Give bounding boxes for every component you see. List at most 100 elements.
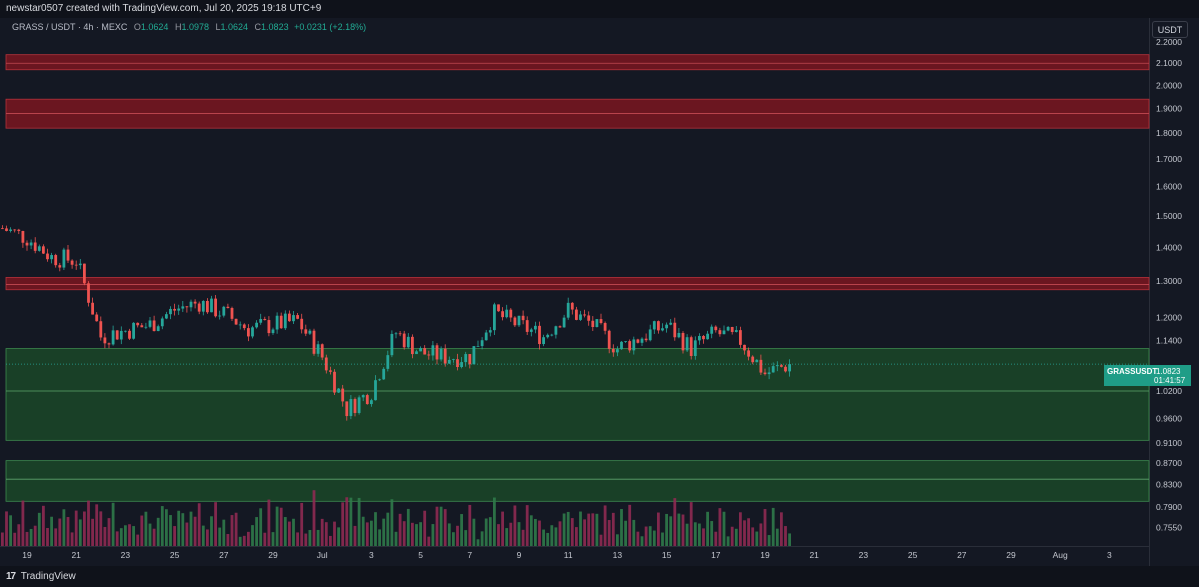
volume-bar [50,516,53,546]
candle-body [296,315,299,319]
resistance-zone-0 [5,54,1150,71]
candle-body [238,324,242,326]
candle-body [706,333,709,340]
volume-bar [70,532,74,546]
volume-bar [312,490,316,546]
candle-body [558,326,562,328]
volume-bar [214,502,217,546]
volume-bar [13,532,17,546]
y-tick-label: 1.7000 [1156,154,1182,164]
volume-bar [337,527,340,546]
volume-bar [324,522,328,546]
volume-bar [91,518,94,546]
volume-bar [784,526,787,546]
candle-body [103,337,107,344]
volume-bar [521,529,525,546]
candle-body [292,315,295,322]
candle-body [275,315,279,330]
volume-bar [534,518,537,546]
volume-bar [419,522,422,546]
candle-body [349,399,353,417]
x-tick-label: Jul [317,550,328,560]
y-tick-label: 0.8700 [1156,458,1182,468]
change-value: +0.0231 (+2.18%) [294,22,367,32]
candle-body [415,351,418,355]
volume-bar [529,515,533,546]
volume-bar [517,522,521,546]
candle-body [128,330,131,339]
candle-body [591,320,595,328]
volume-bar [439,506,443,546]
volume-bar [447,523,451,546]
volume-bar [751,527,755,546]
volume-bar [304,533,308,546]
candle-body [226,306,230,309]
volume-bar [739,512,742,546]
volume-bar [259,508,263,546]
candle-body [497,304,500,312]
volume-bar [169,515,172,546]
tradingview-logo-icon[interactable]: 17 [6,571,16,582]
volume-bar [702,528,705,546]
candle-body [300,318,304,330]
volume-bar [74,510,78,546]
volume-bar [357,497,361,546]
volume-bar [361,516,365,546]
candle-body [632,339,636,351]
volume-bar [771,507,775,546]
volume-bar [538,520,541,546]
candle-body [734,330,738,332]
volume-bar [583,519,586,546]
volume-bar [788,533,791,546]
candle-body [714,326,718,331]
currency-button[interactable]: USDT [1152,21,1188,38]
candle-body [312,330,316,354]
volume-bar [218,527,222,546]
candle-body [452,359,455,361]
high-label: H [174,22,182,32]
candle-body [160,318,164,327]
volume-bar [423,510,427,546]
x-tick-label: 3 [1107,550,1112,560]
candle-body [767,372,771,375]
volume-bar [144,511,148,546]
volume-bar [685,523,689,546]
candle-body [304,329,308,334]
volume-bar [460,514,463,546]
candle-body [603,323,607,331]
candle-body [218,315,222,317]
volume-bar [320,518,324,546]
candle-body [21,230,25,243]
volume-bar [546,532,550,546]
candle-body [780,365,783,367]
volume-bar [759,523,763,546]
volume-bar [726,536,730,546]
volume-bar [566,511,570,546]
volume-bar [747,518,750,546]
candle-body [345,401,349,417]
candle-body [181,306,185,309]
candle-body [726,326,730,331]
volume-bar [62,509,66,546]
candle-body [382,368,386,380]
volume-bar [595,513,599,546]
candle-body [521,315,525,321]
volume-bar [693,522,697,546]
candle-body [538,325,541,345]
volume-bar [431,524,435,546]
volume-bar [599,534,603,546]
candle-body [263,318,267,321]
price-chart[interactable]: 2.2000 2.1000 2.0000 1.9000 1.8000 1.7000 1.60… [0,18,1199,566]
volume-bar [755,531,759,546]
candle-body [66,249,70,261]
candle-body [702,335,705,340]
volume-bar [279,507,283,546]
candle-body [140,325,144,328]
footer-brand[interactable]: TradingView [20,571,76,582]
candle-body [652,321,656,330]
candle-body [95,314,99,322]
candle-body [468,354,472,365]
candle-body [83,263,86,284]
x-tick-label: Aug [1053,550,1068,560]
x-tick-label: 21 [71,550,81,560]
